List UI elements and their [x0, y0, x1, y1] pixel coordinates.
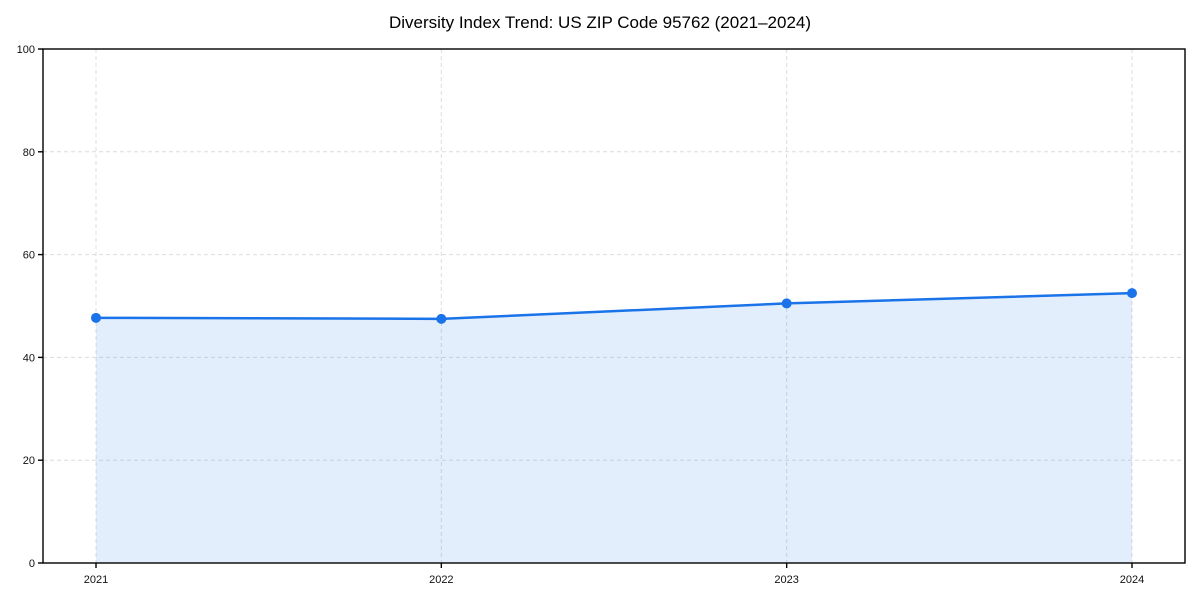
x-tick-label: 2022 — [429, 574, 453, 586]
x-tick-label: 2021 — [84, 574, 108, 586]
x-tick-label: 2023 — [774, 574, 798, 586]
data-point-2022 — [436, 313, 447, 324]
trend-area-fill — [96, 293, 1132, 563]
chart-title: Diversity Index Trend: US ZIP Code 95762… — [388, 13, 812, 32]
data-point-2024 — [1127, 288, 1137, 299]
plot-border — [42, 48, 1186, 564]
y-tick-label: 0 — [29, 558, 35, 570]
data-point-2023 — [781, 298, 792, 309]
data-point-2021 — [91, 312, 101, 323]
y-tick-label: 80 — [23, 147, 35, 159]
y-tick-label: 100 — [17, 44, 35, 56]
trend-line — [94, 291, 1134, 321]
y-tick-label: 40 — [23, 352, 35, 364]
y-tick-label: 20 — [23, 455, 35, 467]
y-tick-label: 60 — [23, 250, 35, 262]
x-tick-label: 2024 — [1120, 574, 1144, 586]
